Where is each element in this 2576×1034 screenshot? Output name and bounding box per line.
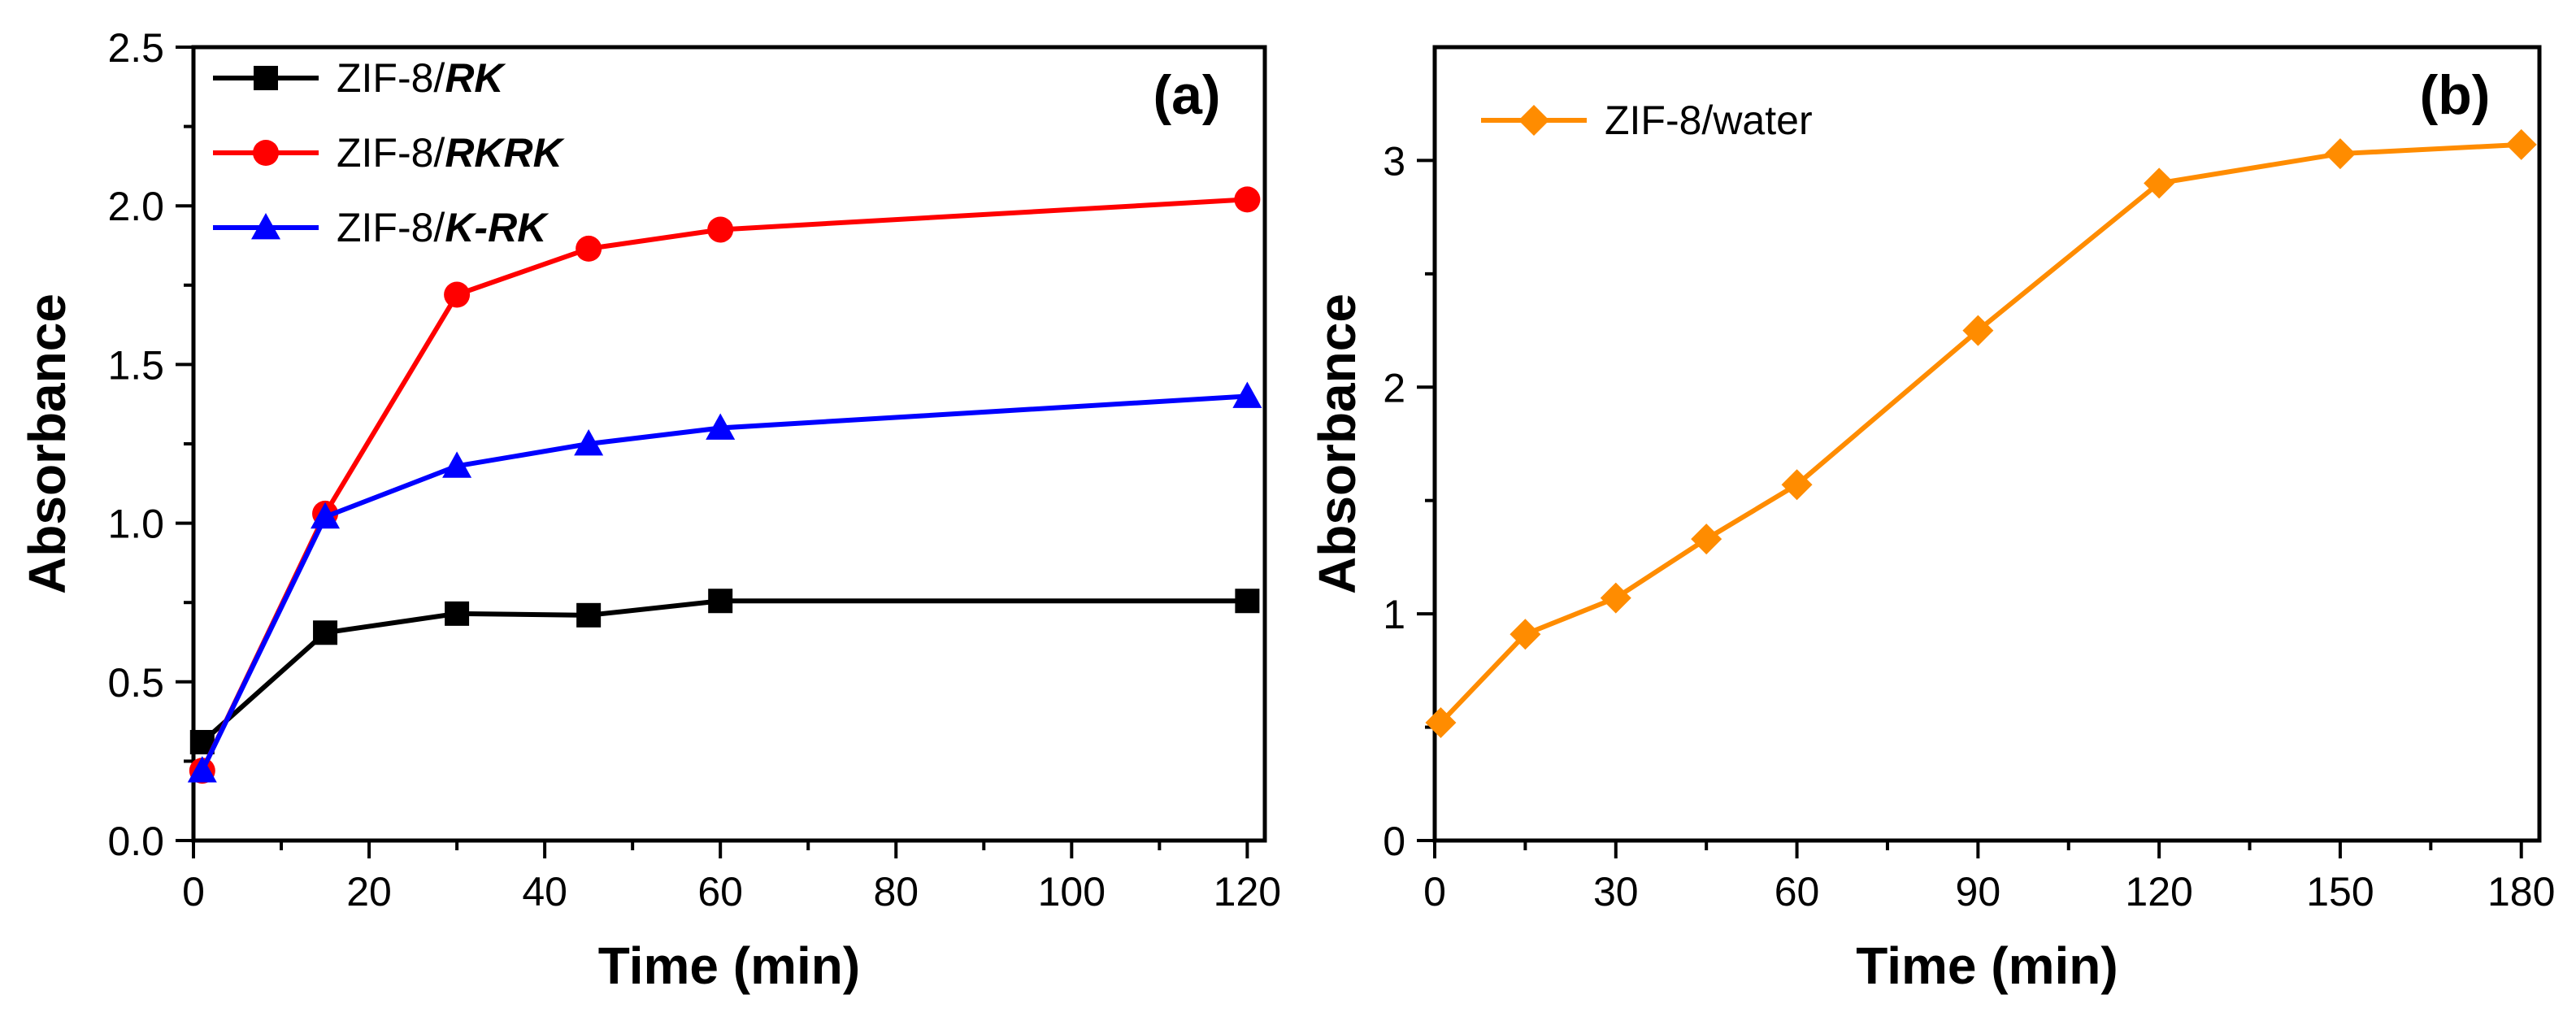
x-tick-label: 150 (2306, 869, 2374, 915)
legend-item: ZIF-8/K-RK (213, 205, 550, 250)
legend-label: ZIF-8/water (1605, 98, 1813, 143)
x-tick-label: 60 (1775, 869, 1820, 915)
data-point (1425, 706, 1457, 738)
data-point (445, 601, 470, 626)
x-axis-title: Time (min) (1856, 936, 2118, 995)
legend-label-suffix: RKRK (445, 130, 565, 176)
legend-label-suffix: K-RK (445, 205, 550, 250)
legend-label-prefix: ZIF-8/ (337, 55, 445, 101)
data-point (313, 620, 338, 645)
plot-frame-b (1432, 45, 2542, 843)
legend-label: ZIF-8/RKRK (337, 130, 566, 176)
chart-panel-a: 0 20 40 60 80 100 120 0.0 0.5 1.0 1.5 2.0 2.5 Time (m… (18, 25, 1281, 995)
y-tick-label: 1.0 (107, 502, 164, 547)
x-tick-label: 100 (1038, 869, 1106, 915)
y-tick-label: 2.0 (107, 184, 164, 229)
legend-marker (251, 213, 280, 240)
data-point (311, 502, 341, 529)
y-axis-title: Absorbance (18, 293, 76, 594)
y-tick-label: 1 (1383, 592, 1405, 637)
x-tick-label: 120 (2125, 869, 2192, 915)
data-point (187, 756, 217, 783)
chart-panel-b: 0 30 60 90 120 150 180 0 1 2 3 Time (min) Absorbance… (1308, 45, 2555, 995)
x-tick-label: 60 (697, 869, 743, 915)
y-tick-label: 0 (1383, 819, 1405, 864)
series-zif-8-k-rk (187, 381, 1262, 783)
data-point (1781, 469, 1813, 501)
legend-marker (254, 66, 278, 90)
legend-item: ZIF-8/water (1481, 98, 1813, 143)
legend-label-prefix: ZIF-8/ (337, 130, 445, 176)
data-point (444, 281, 471, 308)
x-tick-label: 80 (873, 869, 919, 915)
data-point (576, 602, 602, 628)
legend-marker (253, 140, 279, 166)
x-tick-label: 0 (1423, 869, 1446, 915)
data-point (1235, 589, 1260, 614)
x-axis-title: Time (min) (598, 936, 860, 995)
data-point (574, 429, 604, 456)
data-point (1234, 186, 1261, 213)
x-tick-label: 180 (2487, 869, 2555, 915)
series-zif-8-rk (189, 589, 1260, 754)
data-point (2144, 167, 2175, 199)
data-point (706, 413, 736, 440)
x-tick-label: 40 (522, 869, 567, 915)
legend-label-suffix: RK (445, 55, 506, 101)
legend-label-prefix: ZIF-8/water (1605, 98, 1813, 143)
series-line (200, 393, 1248, 772)
y-tick-label: 0.5 (107, 660, 164, 706)
data-point (708, 589, 733, 614)
data-point (1232, 381, 1262, 408)
legend-item: ZIF-8/RKRK (213, 130, 566, 176)
data-point (1962, 315, 1994, 346)
y-tick-label: 1.5 (107, 342, 164, 388)
data-point (707, 216, 734, 243)
legend-marker (1518, 105, 1549, 136)
data-point (1600, 582, 1631, 614)
panel-label: (a) (1153, 64, 1220, 126)
series-zif-8-water (1425, 128, 2537, 738)
series-zif-8-rkrk (189, 186, 1261, 784)
y-tick-label: 2.5 (107, 25, 164, 71)
y-tick-label: 2 (1383, 365, 1405, 411)
panel-label: (b) (2420, 64, 2491, 126)
x-tick-label: 30 (1593, 869, 1639, 915)
series-line (1439, 141, 2522, 725)
y-tick-label: 3 (1383, 138, 1405, 184)
data-point (2505, 128, 2537, 160)
x-tick-label: 90 (1956, 869, 2001, 915)
series-line (200, 598, 1248, 745)
series-line (200, 197, 1248, 772)
data-point (1510, 619, 1541, 650)
y-axis-title: Absorbance (1308, 293, 1366, 594)
legend-label: ZIF-8/K-RK (337, 205, 550, 250)
data-point (1691, 524, 1722, 555)
data-point (2324, 138, 2356, 170)
x-tick-label: 120 (1214, 869, 1281, 915)
data-point (576, 235, 602, 262)
legend-label-prefix: ZIF-8/ (337, 205, 445, 250)
data-point (442, 451, 472, 478)
x-tick-label: 0 (182, 869, 205, 915)
legend-item: ZIF-8/RK (213, 55, 506, 101)
legend-label: ZIF-8/RK (337, 55, 506, 101)
x-tick-label: 20 (346, 869, 392, 915)
y-tick-label: 0.0 (107, 819, 164, 864)
